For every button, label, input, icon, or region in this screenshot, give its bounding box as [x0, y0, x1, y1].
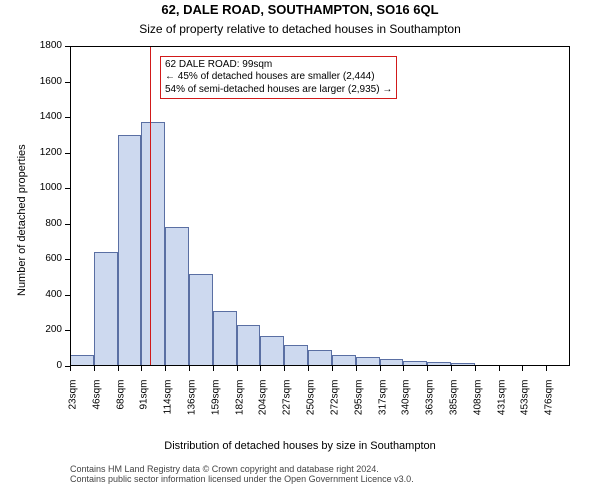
ytick-label: 800	[22, 218, 62, 229]
xtick-label: 476sqm	[544, 380, 555, 440]
histogram-bar	[403, 361, 427, 366]
histogram-bar	[94, 252, 118, 366]
histogram-bar	[260, 336, 284, 366]
histogram-bar	[165, 227, 189, 366]
xtick-label: 23sqm	[68, 380, 79, 440]
ytick-mark	[65, 82, 70, 83]
xtick-label: 182sqm	[234, 380, 245, 440]
histogram-bar	[237, 325, 261, 366]
xtick-mark	[70, 366, 71, 371]
xtick-mark	[308, 366, 309, 371]
xtick-mark	[475, 366, 476, 371]
xtick-label: 453sqm	[520, 380, 531, 440]
histogram-bar	[427, 362, 451, 366]
xtick-label: 136sqm	[187, 380, 198, 440]
xtick-mark	[284, 366, 285, 371]
annotation-line: ← 45% of detached houses are smaller (2,…	[165, 71, 392, 84]
xtick-mark	[356, 366, 357, 371]
xtick-mark	[546, 366, 547, 371]
footer-line-2: Contains public sector information licen…	[70, 474, 414, 484]
xtick-label: 227sqm	[282, 380, 293, 440]
xtick-label: 250sqm	[306, 380, 317, 440]
xtick-mark	[165, 366, 166, 371]
ytick-label: 1000	[22, 182, 62, 193]
xtick-label: 68sqm	[115, 380, 126, 440]
xtick-label: 363sqm	[425, 380, 436, 440]
xtick-mark	[522, 366, 523, 371]
xtick-label: 385sqm	[448, 380, 459, 440]
histogram-bar	[380, 359, 404, 366]
histogram-bar	[451, 363, 475, 366]
ytick-mark	[65, 117, 70, 118]
ytick-label: 600	[22, 253, 62, 264]
x-axis-label: Distribution of detached houses by size …	[0, 440, 600, 452]
histogram-bar	[213, 311, 237, 366]
ytick-mark	[65, 153, 70, 154]
xtick-mark	[499, 366, 500, 371]
histogram-bar	[332, 355, 356, 366]
xtick-mark	[260, 366, 261, 371]
ytick-mark	[65, 224, 70, 225]
xtick-mark	[332, 366, 333, 371]
ytick-mark	[65, 46, 70, 47]
xtick-label: 408sqm	[472, 380, 483, 440]
ytick-label: 1400	[22, 111, 62, 122]
reference-line	[150, 46, 151, 366]
xtick-mark	[427, 366, 428, 371]
ytick-mark	[65, 188, 70, 189]
ytick-label: 1600	[22, 76, 62, 87]
xtick-label: 295sqm	[353, 380, 364, 440]
annotation-line: 62 DALE ROAD: 99sqm	[165, 59, 392, 72]
xtick-mark	[237, 366, 238, 371]
ytick-mark	[65, 259, 70, 260]
xtick-mark	[213, 366, 214, 371]
histogram-bar	[141, 122, 165, 366]
histogram-bar	[189, 274, 213, 366]
ytick-label: 0	[22, 360, 62, 371]
chart-title: 62, DALE ROAD, SOUTHAMPTON, SO16 6QL	[0, 2, 600, 17]
xtick-label: 204sqm	[258, 380, 269, 440]
ytick-mark	[65, 295, 70, 296]
ytick-label: 1200	[22, 147, 62, 158]
annotation-box: 62 DALE ROAD: 99sqm← 45% of detached hou…	[160, 56, 397, 100]
histogram-bar	[308, 350, 332, 366]
xtick-mark	[141, 366, 142, 371]
chart-subtitle: Size of property relative to detached ho…	[0, 22, 600, 36]
ytick-mark	[65, 330, 70, 331]
footer-line-1: Contains HM Land Registry data © Crown c…	[70, 464, 414, 474]
ytick-label: 1800	[22, 40, 62, 51]
footer-text: Contains HM Land Registry data © Crown c…	[70, 464, 414, 484]
histogram-bar	[118, 135, 142, 366]
histogram-bar	[284, 345, 308, 366]
annotation-line: 54% of semi-detached houses are larger (…	[165, 84, 392, 97]
xtick-label: 340sqm	[401, 380, 412, 440]
xtick-label: 272sqm	[329, 380, 340, 440]
ytick-label: 200	[22, 324, 62, 335]
xtick-mark	[451, 366, 452, 371]
xtick-mark	[118, 366, 119, 371]
xtick-label: 91sqm	[139, 380, 150, 440]
xtick-label: 114sqm	[163, 380, 174, 440]
xtick-label: 431sqm	[496, 380, 507, 440]
histogram-bar	[70, 355, 94, 366]
ytick-label: 400	[22, 289, 62, 300]
xtick-mark	[94, 366, 95, 371]
xtick-label: 159sqm	[210, 380, 221, 440]
xtick-mark	[380, 366, 381, 371]
histogram-bar	[356, 357, 380, 366]
xtick-mark	[189, 366, 190, 371]
xtick-label: 317sqm	[377, 380, 388, 440]
xtick-label: 46sqm	[91, 380, 102, 440]
xtick-mark	[403, 366, 404, 371]
